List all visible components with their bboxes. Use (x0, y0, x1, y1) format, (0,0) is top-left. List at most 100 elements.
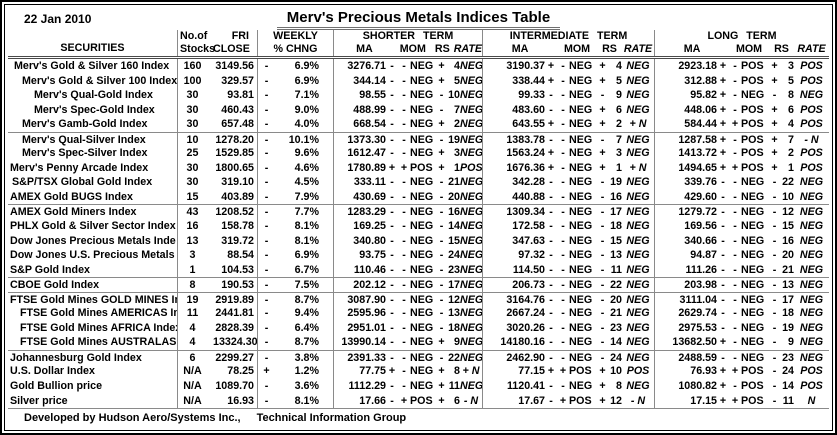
rate-value: NEG (460, 103, 483, 116)
rs-rank: 11 (448, 380, 460, 393)
ma-value: 2951.01 (347, 321, 386, 334)
mom-value: NEG (569, 249, 593, 262)
ma-sign: - (549, 279, 553, 292)
ma-sign: + (719, 147, 727, 160)
ma-value: 14180.16 (500, 336, 545, 349)
long-term-cell: 1413.72 + - POS +2 POS (655, 146, 829, 161)
weekly-sign: - (264, 89, 269, 102)
shorter-term-cell: 2391.33- - NEG -22 NEG (334, 350, 483, 365)
rate-value: NEG (460, 249, 483, 262)
rs-sign: + (438, 60, 445, 72)
ma-value: 643.55 (512, 118, 545, 131)
mom-value: NEG (741, 279, 765, 292)
rate-value: NEG (460, 307, 483, 320)
rs-rank: 18 (782, 307, 794, 320)
long-term-cell: 340.66- - NEG -16 NEG (655, 234, 829, 249)
mom-sign: + (731, 118, 739, 131)
rs-sign: - (600, 206, 605, 219)
header-securities: SECURITIES (8, 30, 178, 56)
header-mom: MOM (399, 43, 426, 55)
header-shorter-term: SHORTER TERM MA MOM RS RATE (334, 30, 483, 56)
ma-sign: + (719, 118, 727, 131)
mom-sign: - (402, 220, 406, 233)
rs-sign: - (772, 234, 777, 247)
stocks-count: N/A (183, 365, 202, 378)
ma-value: 429.60 (684, 190, 717, 203)
ma-sign: + (719, 336, 727, 349)
ma-sign: - (390, 234, 394, 247)
rs-sign: - (439, 279, 444, 292)
mom-sign: - (561, 206, 565, 219)
rs-sign: + (438, 336, 445, 349)
header-mom: MOM (563, 43, 591, 55)
mom-sign: - (733, 307, 737, 320)
rs-rank: 20 (782, 249, 794, 262)
mom-value: NEG (569, 380, 593, 393)
ma-value: 111.26 (685, 263, 717, 276)
rate-value: NEG (626, 103, 650, 116)
table-row: AMEX Gold Miners Index 43 1208.52-7.7% 1283… (8, 204, 829, 220)
mom-sign: - (561, 190, 565, 203)
stocks-count: 19 (186, 293, 199, 306)
ma-sign: + (719, 380, 727, 393)
rate-value: NEG (626, 74, 650, 87)
weekly-value: 7.9% (294, 190, 319, 203)
shorter-term-cell: 93.75- - NEG -24 NEG (334, 248, 483, 263)
rate-value: NEG (626, 293, 650, 306)
mom-sign: + (400, 161, 408, 174)
rate-value: NEG (626, 307, 650, 320)
rs-rank: 21 (448, 176, 460, 189)
mom-sign: - (402, 133, 406, 146)
mom-value: NEG (741, 234, 765, 247)
mom-value: POS (741, 118, 764, 131)
rs-rank: 4 (616, 60, 622, 72)
rs-sign: - (772, 336, 777, 349)
fri-close: 88.54 (213, 248, 258, 263)
mom-value: NEG (569, 279, 593, 292)
ma-value: 1112.29 (348, 380, 386, 393)
rs-sign: - (772, 206, 777, 219)
rate-value: POS (800, 103, 823, 116)
rate-value: NEG (799, 293, 824, 306)
fri-close: 78.25 (213, 364, 258, 380)
header-weekly: WEEKLY % CHNG (258, 30, 334, 56)
rate-value: - N (804, 133, 819, 146)
mom-value: POS (741, 365, 764, 378)
rs-rank: 22 (448, 351, 460, 364)
rs-sign: + (599, 147, 606, 160)
long-term-cell: 2923.18 + - POS +3 POS (655, 59, 829, 74)
mom-sign: - (402, 234, 406, 247)
mom-sign: - (733, 293, 737, 306)
rs-sign: - (772, 279, 777, 292)
weekly-value: 8.7% (294, 293, 319, 306)
ma-value: 488.99 (353, 103, 386, 116)
rate-value: NEG (799, 336, 824, 349)
mom-value: POS (569, 365, 592, 378)
weekly-sign: - (264, 206, 269, 219)
stocks-count: 4 (189, 321, 196, 334)
header-stocks-line2: Stocks (180, 43, 216, 55)
mom-sign: - (561, 103, 565, 116)
header-ma: MA (511, 43, 529, 55)
header-intermediate-term-subcols: MA MOM RS RATE (483, 43, 654, 56)
weekly-sign: - (264, 263, 269, 276)
ma-sign: - (390, 293, 394, 306)
table-row: FTSE Gold Mines AFRICA Index 4 2828.39-6.4… (8, 320, 829, 336)
report-footer: Developed by Hudson Aero/Systems Inc., T… (8, 409, 829, 424)
shorter-term-cell: 1283.29- - NEG -16 NEG (334, 205, 483, 220)
fri-close: 2919.89 (213, 292, 258, 307)
mom-value: NEG (569, 206, 593, 219)
ma-sign: - (549, 394, 553, 407)
rate-value: NEG (626, 263, 650, 276)
mom-value: NEG (569, 89, 593, 102)
stocks-count: 160 (183, 60, 202, 72)
mom-value: NEG (410, 351, 434, 364)
mom-sign: - (733, 147, 737, 160)
mom-value: NEG (569, 118, 593, 131)
ma-value: 76.93 (690, 365, 717, 378)
ma-sign: - (390, 220, 394, 233)
long-term-cell: 1494.65 + + POS +1 POS (655, 161, 829, 176)
ma-value: 1494.65 (678, 161, 717, 174)
security-name: S&P/TSX Global Gold Index (8, 175, 178, 190)
weekly-value: 8.1% (294, 394, 319, 407)
